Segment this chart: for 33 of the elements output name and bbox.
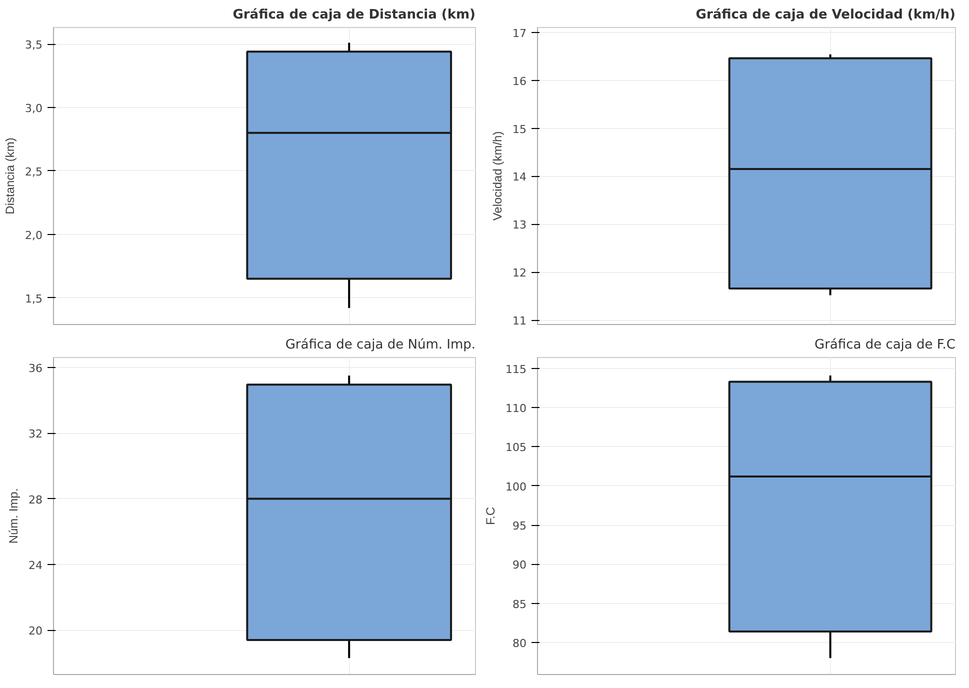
y-axis-title: F.C: [484, 506, 498, 525]
y-tick-label: 90: [512, 558, 527, 572]
chart-title: Gráfica de caja de Núm. Imp.: [285, 338, 476, 352]
y-tick-label: 32: [28, 428, 43, 441]
chart-title: Gráfica de caja de Velocidad (km/h): [696, 8, 956, 22]
y-tick-label: 17: [512, 26, 527, 40]
y-tick-label: 15: [512, 122, 527, 136]
y-tick-label: 16: [512, 74, 527, 88]
y-axis-title: Distancia (km): [3, 138, 18, 214]
y-tick-label: 85: [512, 598, 527, 611]
chart-title: Gráfica de caja de Distancia (km): [232, 8, 476, 22]
y-tick-label: 2,0: [25, 228, 43, 242]
y-tick-label: 2,5: [25, 165, 43, 178]
y-tick-label: 105: [506, 441, 527, 454]
y-tick-label: 110: [506, 402, 527, 416]
y-tick-label: 3,5: [25, 38, 43, 52]
y-tick-label: 14: [512, 170, 527, 184]
y-tick-label: 20: [28, 624, 43, 638]
y-tick-label: 115: [506, 362, 527, 376]
y-tick-label: 11: [512, 314, 527, 328]
y-tick-label: 24: [28, 558, 43, 572]
chart-title: Gráfica de caja de F.C: [814, 338, 956, 352]
y-tick-label: 36: [28, 362, 43, 375]
y-tick-label: 100: [506, 480, 527, 494]
y-tick-label: 80: [512, 636, 527, 650]
y-axis-title: Núm. Imp.: [6, 488, 21, 544]
y-tick-label: 13: [512, 218, 527, 232]
y-tick-label: 3,0: [25, 102, 43, 115]
y-tick-label: 1,5: [25, 292, 43, 306]
y-tick-label: 28: [28, 493, 43, 506]
y-tick-label: 95: [512, 520, 527, 532]
y-axis-title: Velocidad (km/h): [490, 131, 505, 221]
y-tick-label: 12: [512, 266, 527, 280]
